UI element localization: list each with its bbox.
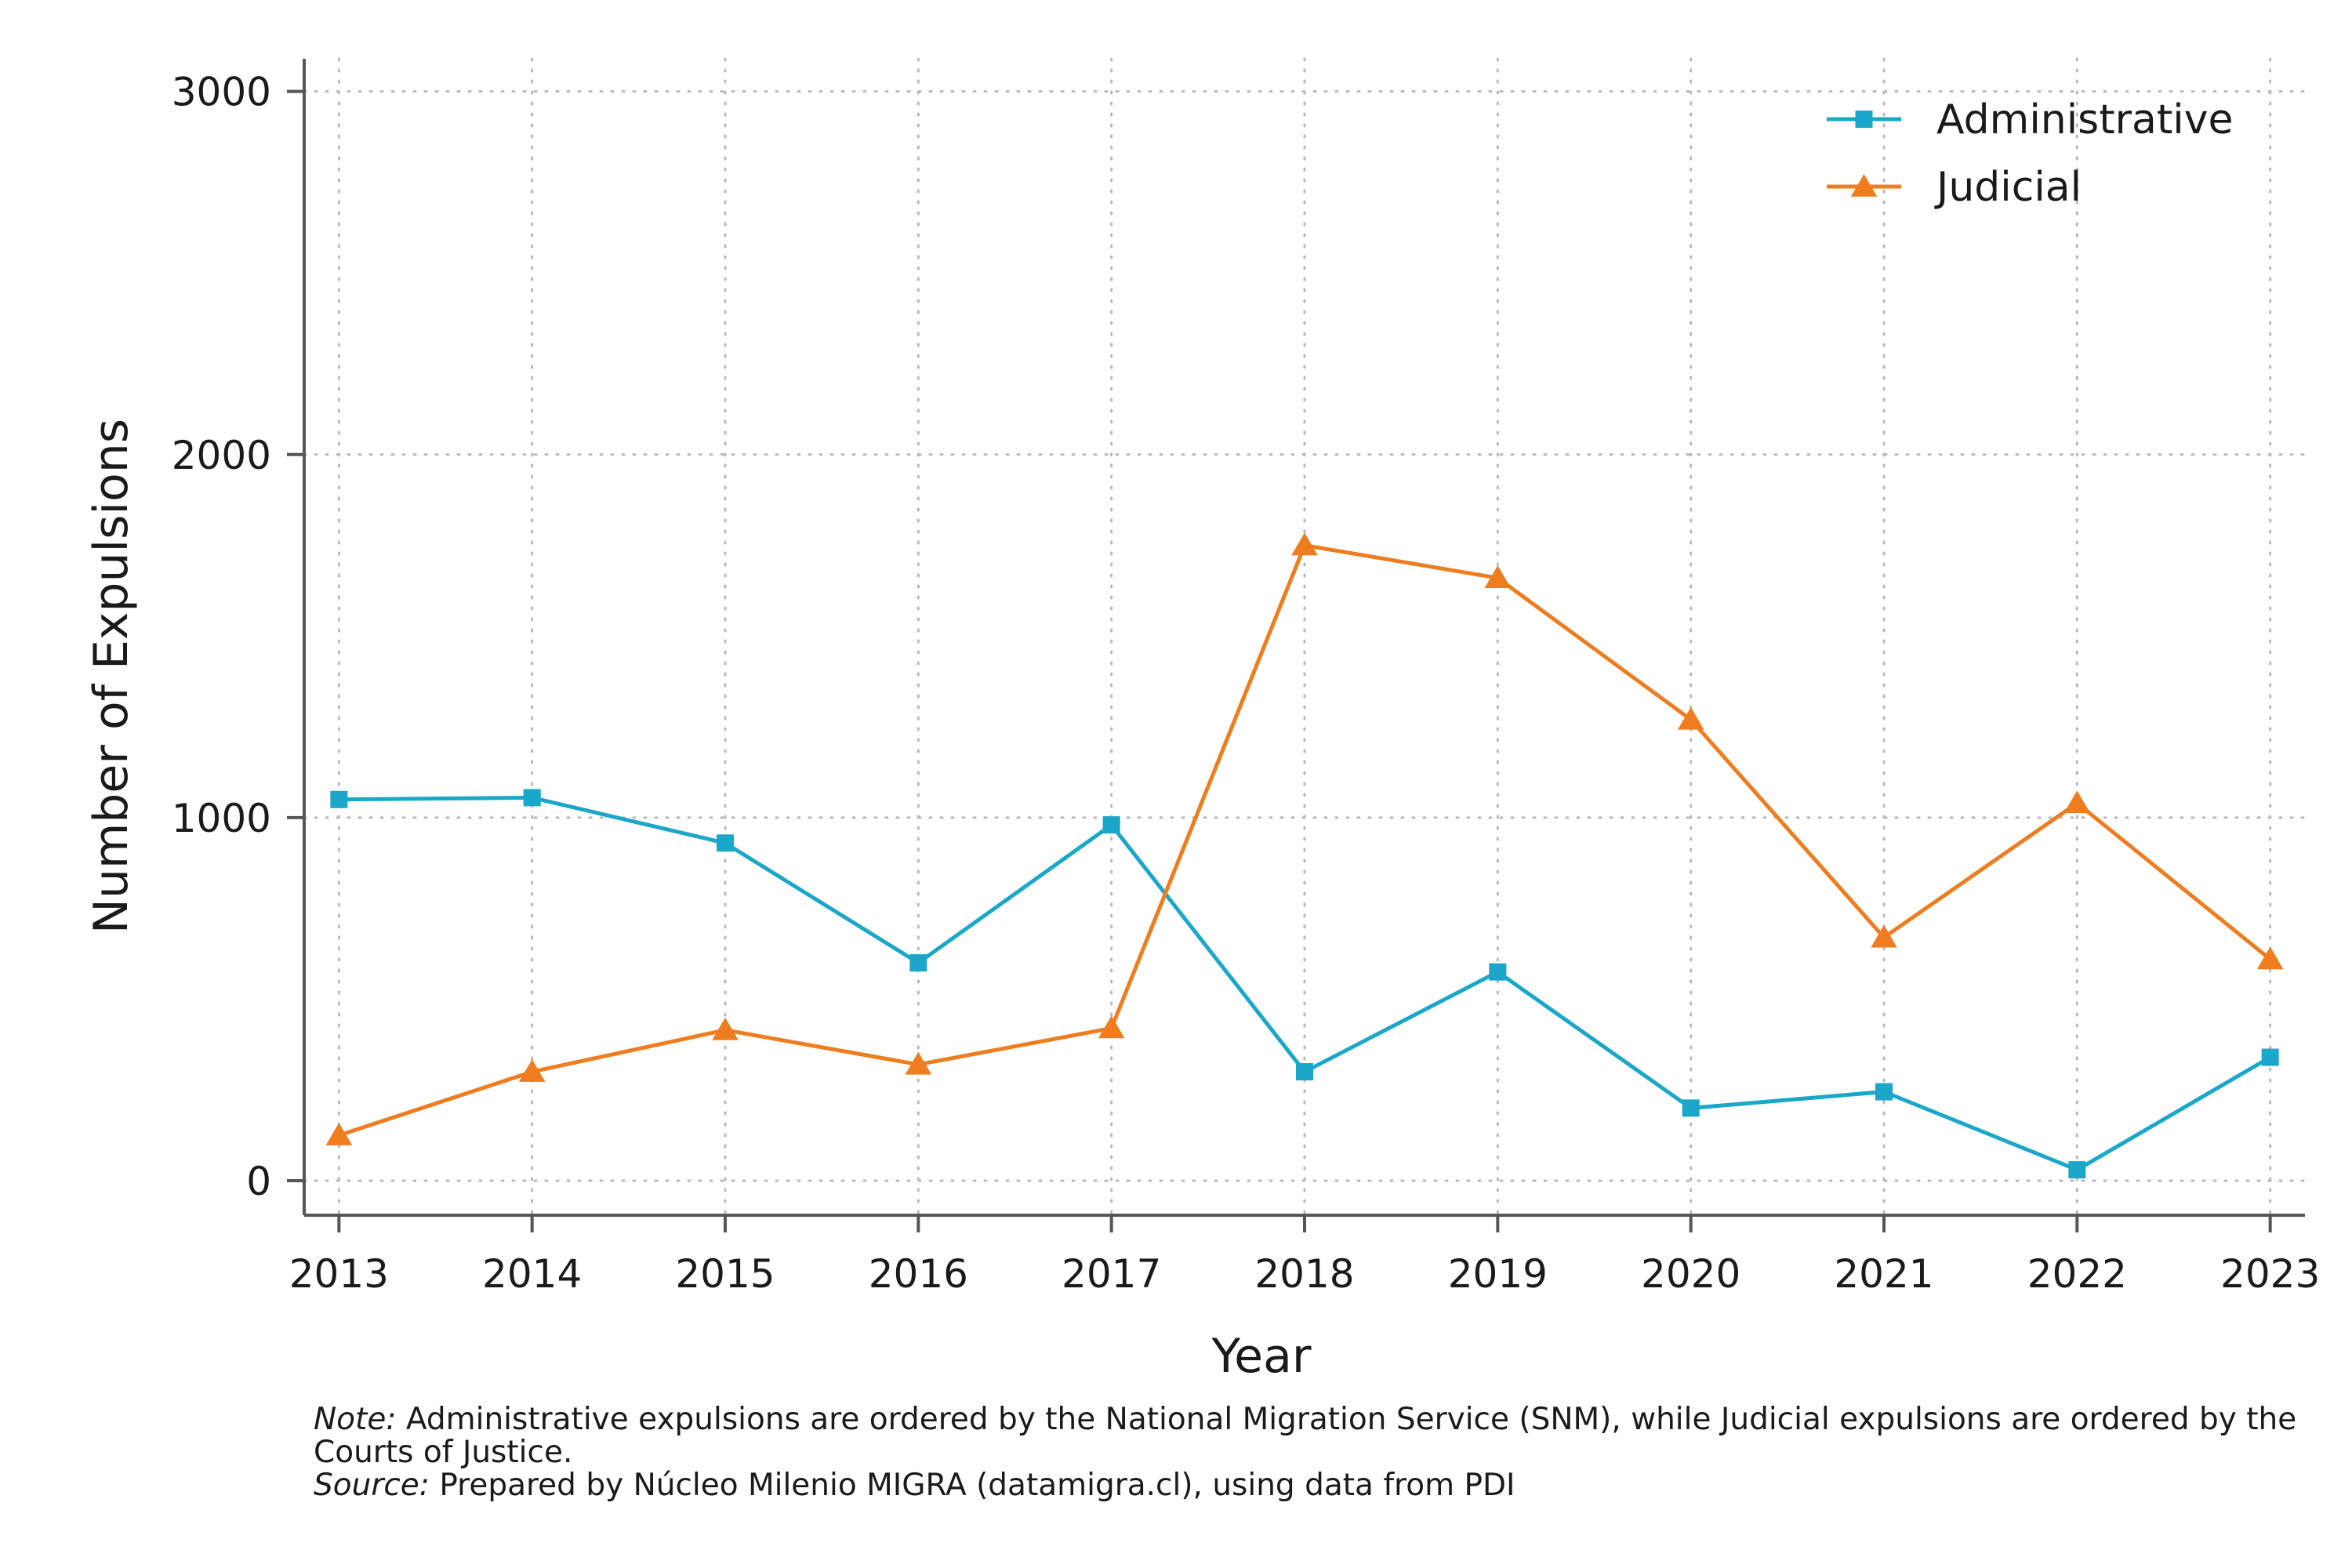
- grid: [303, 57, 2307, 1217]
- tick-labels: 0 1000 2000 3000 2013 2014 2015 2016 2017 2018 201…: [172, 70, 2321, 1297]
- series-layer: [325, 532, 2284, 1179]
- x-tick-label-2023: 2023: [2220, 1251, 2320, 1297]
- source-text: Prepared by Núcleo Milenio MIGRA (datami…: [429, 1468, 1515, 1503]
- x-axis-title: Year: [1210, 1329, 1311, 1384]
- administrative-point-2022: [2068, 1161, 2086, 1179]
- source-label: Source:: [314, 1468, 430, 1503]
- y-tick-label-2000: 2000: [172, 433, 271, 478]
- x-tick-label-2014: 2014: [482, 1251, 582, 1297]
- footnote-note: Note: Administrative expulsions are orde…: [314, 1403, 2344, 1469]
- judicial-point-2022: [2063, 790, 2091, 814]
- administrative-point-2017: [1102, 816, 1120, 834]
- judicial-point-2017: [1098, 1015, 1125, 1039]
- administrative-point-2020: [1682, 1099, 1700, 1117]
- administrative-point-2016: [909, 954, 927, 972]
- note-text: Administrative expulsions are ordered by…: [314, 1402, 2297, 1470]
- legend-marker-judicial: [1850, 174, 1878, 197]
- y-axis-title: Number of Expulsions: [84, 419, 139, 934]
- judicial-point-2018: [1291, 532, 1318, 556]
- administrative-point-2014: [523, 789, 541, 807]
- footnote: Note: Administrative expulsions are orde…: [314, 1403, 2344, 1502]
- x-tick-label-2022: 2022: [2027, 1251, 2127, 1297]
- legend-marker-administrative: [1855, 111, 1873, 128]
- note-label: Note:: [314, 1402, 397, 1437]
- series-judicial: [325, 532, 2284, 1145]
- administrative-point-2013: [330, 790, 348, 808]
- judicial-point-2013: [325, 1123, 353, 1145]
- line-chart: 0 1000 2000 3000 2013 2014 2015 2016 2017 2018 201…: [84, 57, 2321, 1384]
- x-tick-label-2015: 2015: [675, 1251, 775, 1297]
- x-tick-label-2021: 2021: [1834, 1251, 1933, 1297]
- judicial-point-2019: [1484, 565, 1512, 589]
- series-administrative: [330, 789, 2279, 1179]
- administrative-point-2018: [1296, 1063, 1313, 1081]
- footnote-source: Source: Prepared by Núcleo Milenio MIGRA…: [314, 1469, 2344, 1502]
- x-tick-label-2020: 2020: [1641, 1251, 1740, 1297]
- judicial-point-2015: [712, 1017, 739, 1040]
- x-tick-label-2019: 2019: [1448, 1251, 1548, 1297]
- administrative-point-2023: [2261, 1048, 2279, 1066]
- y-tick-label-3000: 3000: [172, 70, 271, 115]
- x-tick-label-2018: 2018: [1254, 1251, 1354, 1297]
- legend: Administrative Judicial: [1827, 96, 2234, 211]
- legend-label-administrative: Administrative: [1936, 96, 2234, 143]
- administrative-point-2019: [1489, 963, 1507, 981]
- judicial-point-2016: [905, 1051, 932, 1075]
- judicial-point-2014: [518, 1059, 546, 1082]
- judicial-point-2023: [2256, 946, 2284, 970]
- y-tick-label-1000: 1000: [172, 796, 271, 841]
- legend-label-judicial: Judicial: [1934, 164, 2082, 211]
- x-tick-label-2013: 2013: [289, 1251, 389, 1297]
- y-tick-label-0: 0: [246, 1159, 271, 1204]
- administrative-point-2021: [1875, 1083, 1893, 1101]
- axes: [287, 59, 2305, 1232]
- judicial-point-2020: [1677, 706, 1704, 730]
- x-tick-label-2017: 2017: [1062, 1251, 1161, 1297]
- x-tick-label-2016: 2016: [869, 1251, 968, 1297]
- judicial-point-2021: [1871, 924, 1897, 948]
- administrative-point-2015: [717, 834, 735, 852]
